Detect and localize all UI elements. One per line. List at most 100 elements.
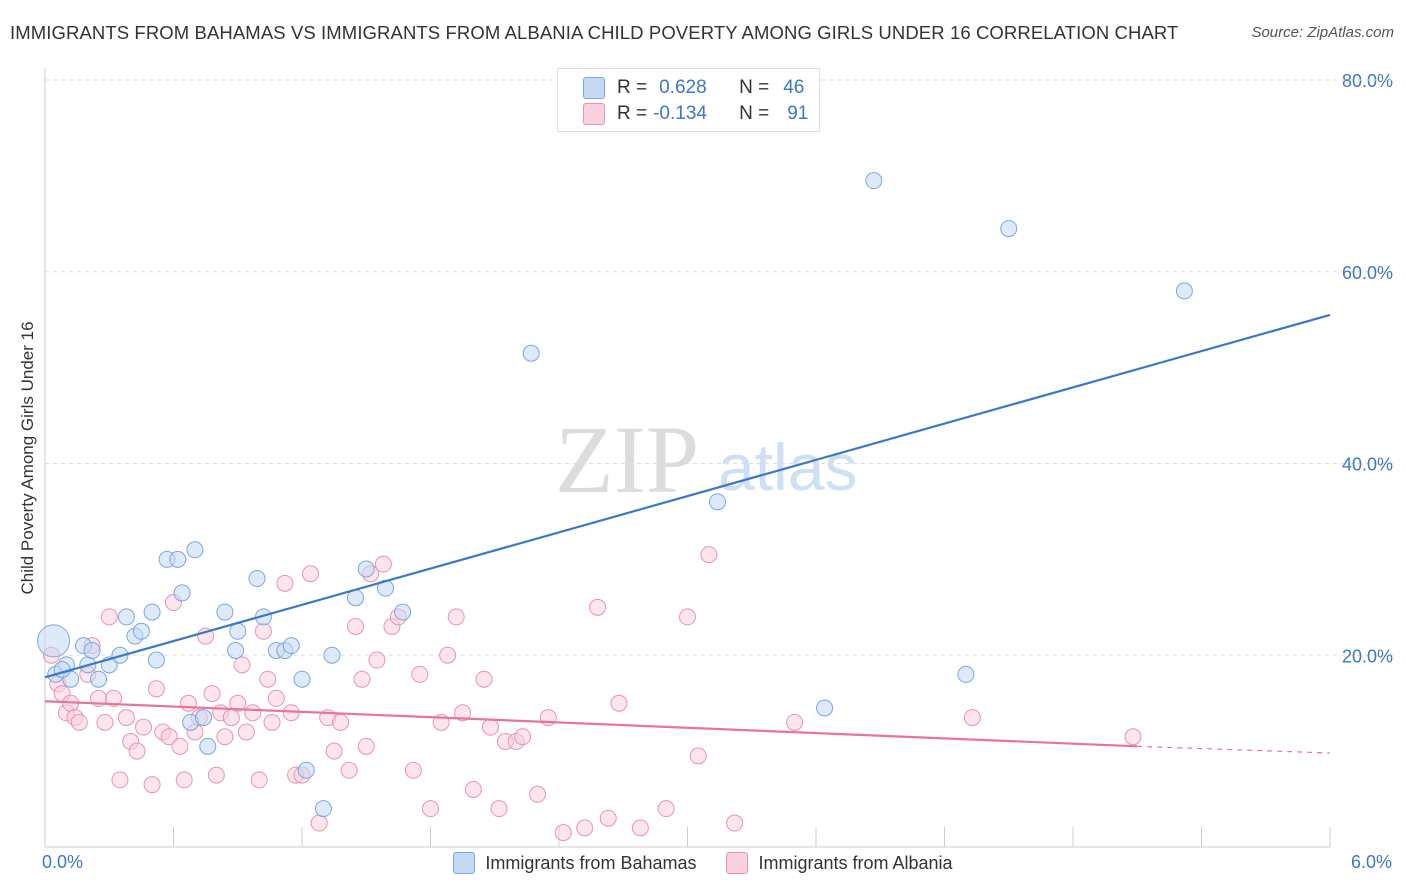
bahamas-point [186, 541, 204, 559]
bahamas-point [297, 761, 315, 779]
legend-item-albania: Immigrants from Albania [726, 852, 953, 874]
albania-point [259, 670, 277, 688]
albania-point [514, 728, 532, 746]
bahamas-point [314, 800, 332, 818]
bahamas-point [229, 622, 247, 640]
bahamas-point [199, 737, 217, 755]
chart-title: IMMIGRANTS FROM BAHAMAS VS IMMIGRANTS FR… [10, 22, 1179, 43]
albania-point [589, 598, 607, 616]
bahamas-point [323, 646, 341, 664]
albania-point [439, 646, 457, 664]
albania-point [657, 800, 675, 818]
bahamas-point [708, 493, 726, 511]
albania-trend-extension [1137, 745, 1331, 754]
albania-point [179, 694, 197, 712]
bahamas-point [293, 670, 311, 688]
albania-point [244, 704, 262, 722]
albania-point [490, 800, 508, 818]
albania-point [128, 742, 146, 760]
albania-point [576, 819, 594, 837]
albania-point [254, 622, 272, 640]
bahamas-point [1175, 282, 1193, 300]
albania-point [340, 761, 358, 779]
albania-point [368, 651, 386, 669]
albania-point [786, 713, 804, 731]
r-label: R = [617, 103, 648, 124]
watermark-zip: ZIP [555, 406, 699, 513]
albania-point [160, 728, 178, 746]
bahamas-point [216, 603, 234, 621]
albania-point [679, 608, 696, 626]
albania-point [374, 555, 392, 573]
albania-point [111, 771, 129, 789]
chart-source: Source: ZipAtlas.com [1251, 24, 1394, 41]
bahamas-point [90, 670, 108, 688]
albania-point [267, 689, 285, 707]
bahamas-point [816, 699, 834, 717]
albania-point [229, 694, 247, 712]
legend-label-bahamas: Immigrants from Bahamas [485, 852, 697, 873]
bahamas-point [248, 570, 266, 588]
albania-point [263, 713, 281, 731]
legend-label-albania: Immigrants from Albania [758, 852, 953, 873]
albania-point [175, 771, 193, 789]
albania-point [357, 737, 375, 755]
y-tick-label: 60.0% [1342, 263, 1393, 283]
bahamas-swatch [583, 77, 605, 99]
albania-point [353, 670, 371, 688]
albania-point [689, 747, 707, 765]
bahamas-point [143, 603, 161, 621]
stats-row-albania: R = -0.134 N = 91 [583, 101, 808, 127]
x-tick-label-min: 0.0% [42, 852, 84, 872]
albania-point [332, 713, 350, 731]
bahamas-point [957, 665, 975, 683]
bahamas-point [282, 637, 300, 655]
albania-point [963, 709, 981, 727]
n-value-bahamas: 46 [783, 77, 805, 98]
albania-swatch [583, 103, 605, 125]
albania-point [404, 761, 422, 779]
albania-point [599, 809, 617, 827]
chart-legend: Immigrants from Bahamas Immigrants from … [0, 852, 1406, 874]
bahamas-point [865, 172, 883, 190]
albania-point [233, 656, 251, 674]
albania-point [147, 680, 165, 698]
y-tick-label: 40.0% [1342, 455, 1393, 475]
albania-point [325, 742, 343, 760]
bahamas-point [53, 661, 71, 679]
bahamas-point [147, 651, 165, 669]
bahamas-point [522, 344, 540, 362]
correlation-stats-box: R = 0.628 N = 46 R = -0.134 N = 91 [557, 68, 820, 132]
albania-point [100, 608, 118, 626]
albania-point [529, 785, 547, 803]
albania-point [70, 713, 88, 731]
albania-point [276, 574, 294, 592]
albania-trend-line [44, 700, 1138, 748]
bahamas-point [37, 624, 71, 658]
albania-point [411, 665, 429, 683]
albania-point [222, 709, 240, 727]
albania-point [347, 617, 365, 635]
albania-point [302, 565, 320, 583]
stats-row-bahamas: R = 0.628 N = 46 [583, 75, 804, 101]
albania-point [454, 704, 472, 722]
bahamas-point [169, 550, 187, 568]
albania-point [216, 728, 234, 746]
legend-item-bahamas: Immigrants from Bahamas [453, 852, 696, 874]
n-value-albania: 91 [787, 103, 809, 124]
albania-point [117, 709, 135, 727]
y-tick-label: 20.0% [1342, 646, 1393, 666]
n-label: N = [739, 77, 770, 98]
r-value-albania: -0.134 [653, 103, 707, 124]
legend-swatch-albania [726, 852, 749, 874]
bahamas-point [117, 608, 135, 626]
y-tick-label: 80.0% [1342, 71, 1393, 91]
albania-point [481, 718, 499, 736]
bahamas-point [194, 709, 212, 727]
albania-point [310, 814, 328, 832]
albania-point [726, 814, 744, 832]
r-value-bahamas: 0.628 [659, 77, 707, 98]
r-label: R = [617, 77, 648, 98]
albania-point [475, 670, 493, 688]
